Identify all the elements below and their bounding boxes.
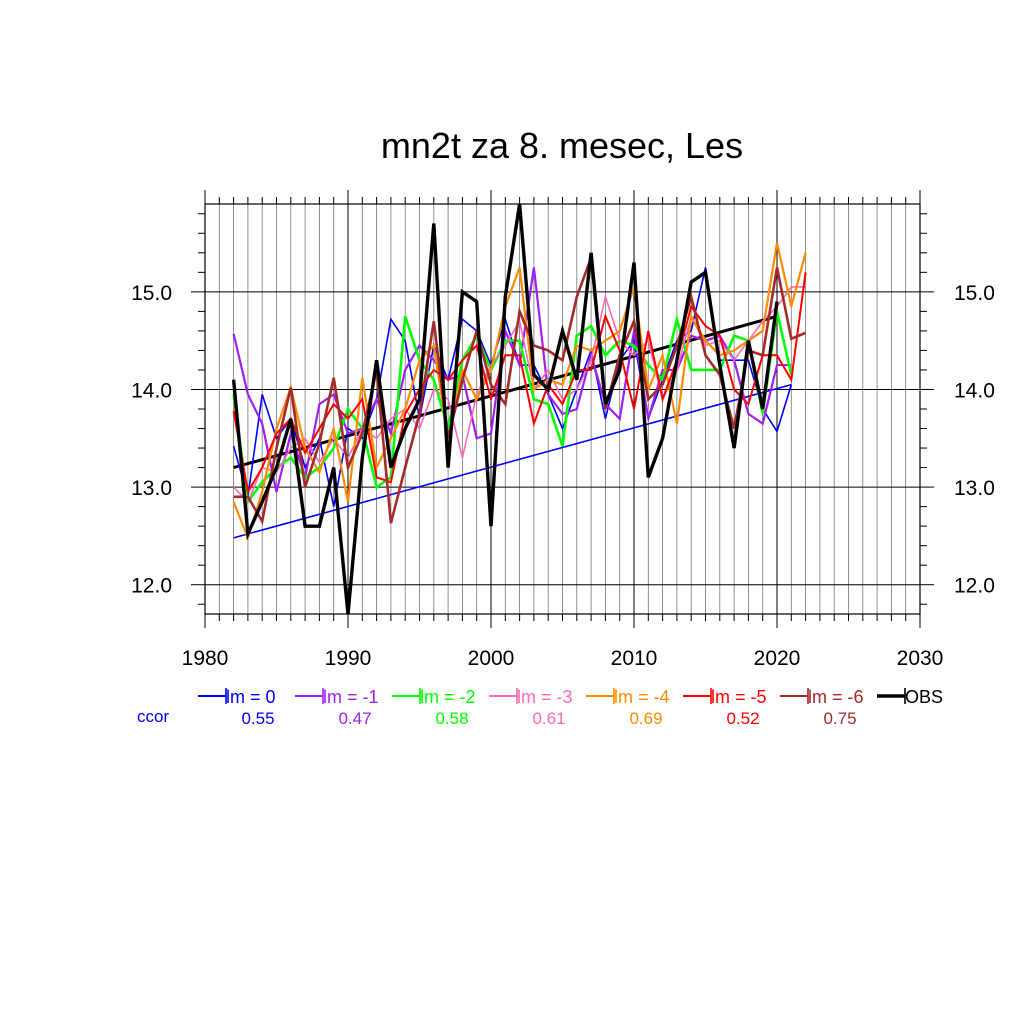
legend-label-lm-4: lm = -4: [614, 687, 670, 707]
y-tick-label-right: 15.0: [954, 282, 995, 305]
x-tick-label: 1980: [182, 647, 229, 670]
ccor-label: ccor: [137, 707, 169, 726]
series-line-lm-6: [233, 257, 807, 525]
legend-label-lm-6: lm = -6: [808, 687, 864, 707]
plot-area: 1980 1990 2000 2010 2020 2030 12.0 12.0 13.0 13.0…: [131, 190, 995, 670]
legend-label-lm-2: lm = -2: [420, 687, 476, 707]
series-line-lm-1: [232, 267, 792, 493]
y-tick-label-left: 15.0: [131, 282, 172, 305]
series-line-lm-4: [232, 242, 807, 542]
x-tick-label: 2020: [754, 647, 801, 670]
x-tick-label: 2000: [468, 647, 515, 670]
legend-label-lm-1: lm = -1: [323, 687, 379, 707]
x-tick-label: 2030: [897, 647, 944, 670]
y-tick-label-right: 14.0: [954, 379, 995, 402]
series-line-lm-0: [232, 267, 793, 507]
series-group: [231, 203, 807, 615]
chart-title: mn2t za 8. mesec, Les: [381, 125, 743, 166]
y-tick-label-left: 12.0: [131, 575, 172, 598]
trend-line-obs: [233, 314, 778, 470]
legend: lm = 0 0.55 lm = -1 0.47 lm = -2 0.58 lm = -3 0…: [137, 687, 943, 728]
legend-label-lm-0: lm = 0: [226, 687, 276, 707]
ccor-value-lm-3: 0.61: [532, 709, 565, 728]
ccor-value-lm-0: 0.55: [241, 709, 274, 728]
y-tick-label-left: 13.0: [131, 477, 172, 500]
ccor-value-lm-4: 0.69: [629, 709, 662, 728]
ccor-value-lm-1: 0.47: [338, 709, 371, 728]
ccor-value-lm-6: 0.75: [823, 709, 856, 728]
x-tick-label: 1990: [325, 647, 372, 670]
series-line-lm-5: [232, 272, 807, 495]
series-line-lm-2: [232, 311, 793, 506]
legend-label-lm-5: lm = -5: [711, 687, 767, 707]
legend-label-obs: OBS: [905, 687, 943, 707]
ccor-value-lm-2: 0.58: [435, 709, 468, 728]
legend-label-lm-3: lm = -3: [517, 687, 573, 707]
y-tick-label-right: 13.0: [954, 477, 995, 500]
x-tick-label: 2010: [611, 647, 658, 670]
series-line-obs: [231, 203, 779, 615]
y-tick-label-left: 14.0: [131, 379, 172, 402]
trend-line-lm-0: [233, 383, 792, 539]
ccor-value-lm-5: 0.52: [726, 709, 759, 728]
y-tick-label-right: 12.0: [954, 575, 995, 598]
